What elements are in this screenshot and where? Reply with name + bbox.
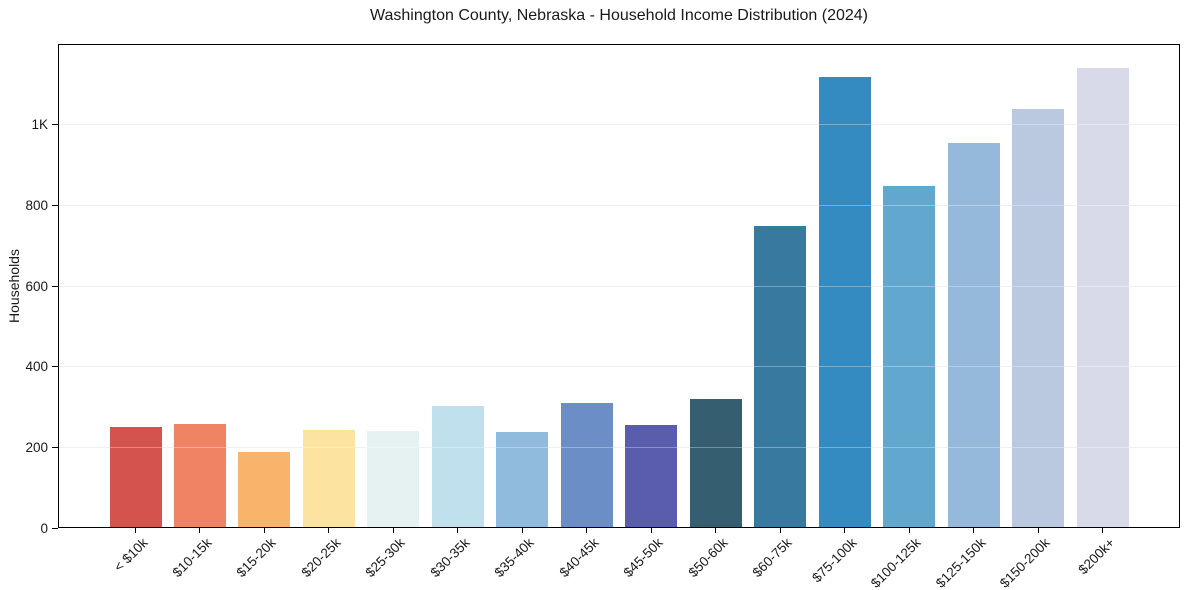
y-tick-mark xyxy=(52,285,58,287)
x-tick-mark xyxy=(715,528,717,533)
x-tick-mark xyxy=(908,528,910,533)
x-tick-mark xyxy=(521,528,523,533)
x-tick-mark xyxy=(1037,528,1039,533)
x-tick-mark xyxy=(1102,528,1104,533)
bar-35-40k xyxy=(496,432,549,528)
y-gridline-overlay xyxy=(58,446,1180,448)
bar-40-45k xyxy=(560,402,613,528)
y-tick-mark xyxy=(52,124,58,126)
x-tick-mark xyxy=(392,528,394,533)
x-tick-mark xyxy=(779,528,781,533)
y-tick-label: 0 xyxy=(40,520,48,536)
bar-75-100k xyxy=(818,77,871,528)
x-tick-label: < $10k xyxy=(110,535,151,575)
y-tick-label: 400 xyxy=(25,359,48,375)
bar-60-75k xyxy=(754,225,807,528)
x-tick-mark xyxy=(199,528,201,533)
bar-30-35k xyxy=(431,405,484,528)
y-gridline-overlay xyxy=(58,204,1180,206)
y-gridline-overlay xyxy=(58,124,1180,126)
bar-50-60k xyxy=(689,398,742,528)
bar-125-150k xyxy=(947,143,1000,528)
y-tick-mark xyxy=(52,527,58,529)
y-tick-mark xyxy=(52,446,58,448)
y-tick-label: 600 xyxy=(25,278,48,294)
y-gridline xyxy=(58,285,1180,287)
bar-15-20k xyxy=(238,452,291,528)
bar-10-15k xyxy=(173,423,226,528)
y-gridline xyxy=(58,124,1180,126)
y-gridline-overlay xyxy=(58,366,1180,368)
x-tick-mark xyxy=(135,528,136,533)
plot-area xyxy=(58,44,1180,528)
x-tick-mark xyxy=(844,528,846,533)
x-tick-mark xyxy=(328,528,330,533)
y-gridline-overlay xyxy=(58,285,1180,287)
y-tick-mark xyxy=(52,204,58,206)
chart-title: Washington County, Nebraska - Household … xyxy=(369,7,869,24)
x-tick-mark xyxy=(973,528,975,533)
bar-100-125k xyxy=(883,185,936,528)
x-tick-mark xyxy=(650,528,652,533)
y-gridline xyxy=(58,446,1180,448)
x-tick-mark xyxy=(457,528,459,533)
y-tick-label: 800 xyxy=(25,197,48,213)
bar-10k xyxy=(109,427,162,528)
y-tick-mark xyxy=(52,366,58,368)
y-tick-label: 200 xyxy=(25,439,48,455)
bar-200k xyxy=(1076,67,1129,528)
y-gridline xyxy=(58,366,1180,368)
y-tick-label: 1K xyxy=(31,117,48,133)
bar-25-30k xyxy=(367,431,420,528)
bar-45-50k xyxy=(625,424,678,528)
x-tick-mark xyxy=(586,528,588,533)
y-gridline xyxy=(58,204,1180,206)
x-tick-mark xyxy=(263,528,265,533)
bar-20-25k xyxy=(302,430,355,528)
bar-150-200k xyxy=(1012,108,1065,528)
